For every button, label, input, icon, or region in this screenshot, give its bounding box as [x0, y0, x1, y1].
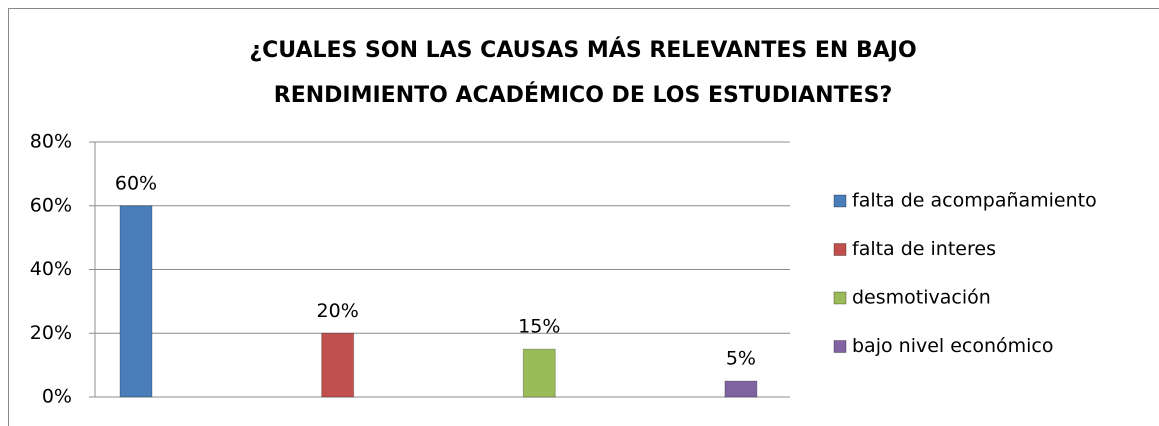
chart-frame	[8, 8, 1159, 426]
data-label: 60%	[115, 172, 157, 194]
legend-label: bajo nivel económico	[852, 335, 1054, 357]
legend-swatch	[833, 291, 847, 305]
y-tick-label: 40%	[30, 258, 72, 280]
bar	[119, 205, 153, 398]
bar	[321, 332, 355, 398]
legend-label: falta de interes	[852, 238, 996, 260]
bar	[724, 380, 758, 398]
y-tick-label: 80%	[30, 131, 72, 153]
y-tick-label: 60%	[30, 194, 72, 216]
data-label: 5%	[726, 348, 756, 370]
bar	[522, 348, 556, 398]
legend-label: falta de acompañamiento	[852, 190, 1097, 212]
data-label: 20%	[317, 300, 359, 322]
legend-swatch	[833, 340, 847, 353]
y-tick-label: 20%	[30, 322, 72, 344]
legend-label: desmotivación	[852, 287, 991, 309]
legend-swatch	[833, 243, 847, 256]
data-label: 15%	[518, 316, 560, 338]
chart-title: ¿CUALES SON LAS CAUSAS MÁS RELEVANTES EN…	[249, 37, 916, 63]
y-tick-label: 0%	[42, 386, 72, 408]
chart-title: RENDIMIENTO ACADÉMICO DE LOS ESTUDIANTES…	[274, 82, 892, 108]
legend-swatch	[833, 194, 847, 208]
